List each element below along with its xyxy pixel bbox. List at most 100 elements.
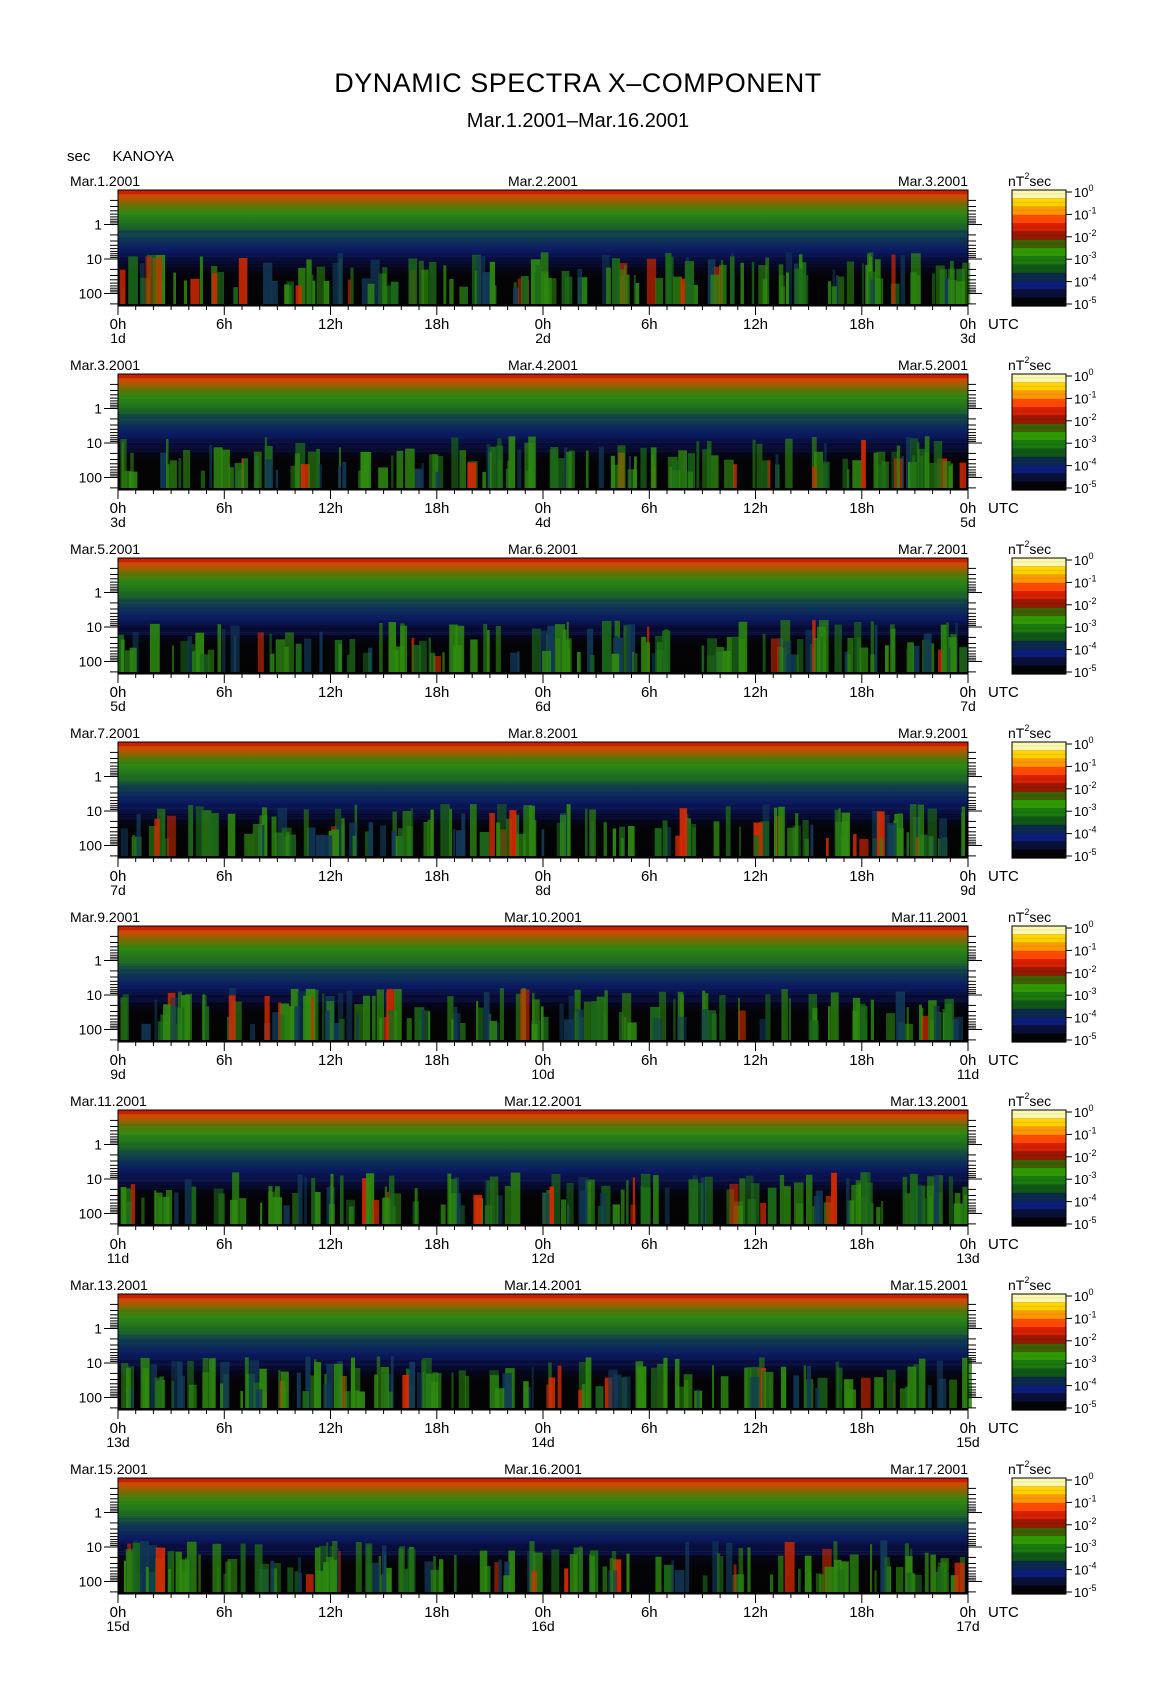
x-tick-label: 12h (318, 1420, 343, 1437)
y-axis-ticks (104, 1303, 982, 1409)
y-tick-label: 10 (86, 435, 102, 451)
colorbar-unit: nT2sec (1008, 907, 1051, 925)
day-label: 15d (956, 1434, 979, 1450)
colorbar-unit: nT2sec (1008, 539, 1051, 557)
colorbar: nT2sec 100 10-1 10-2 10-3 10-4 10-5 (1008, 723, 1096, 864)
x-tick-label: 6h (641, 1052, 658, 1069)
panel-right-date: Mar.5.2001 (898, 357, 968, 373)
y-tick-label: 1 (94, 401, 102, 417)
colorbar: nT2sec 100 10-1 10-2 10-3 10-4 10-5 (1008, 907, 1096, 1048)
y-tick-label: 100 (79, 654, 103, 670)
panel-left-date: Mar.7.2001 (70, 725, 140, 741)
y-axis-ticks (104, 1487, 982, 1593)
colorbar-unit: nT2sec (1008, 1459, 1051, 1477)
y-tick-label: 1 (94, 1321, 102, 1337)
x-tick-label: 0h (110, 868, 127, 885)
spectrogram-activity (120, 988, 963, 1040)
panel-right-date: Mar.13.2001 (890, 1093, 968, 1109)
panel-4: Mar.7.2001 Mar.8.2001 Mar.9.2001 1 10 100 0h 6h… (70, 723, 1096, 898)
x-tick-label: 18h (424, 1420, 449, 1437)
panel-8: Mar.15.2001 Mar.16.2001 Mar.17.2001 1 10 100 0… (70, 1459, 1096, 1634)
colorbar-tick-label: 10-2 (1074, 780, 1096, 797)
x-tick-label: 0h (110, 1420, 127, 1437)
day-label: 11d (107, 1250, 129, 1266)
day-label: 3d (110, 514, 126, 530)
colorbar-tick-label: 10-4 (1074, 457, 1096, 474)
x-tick-label: 18h (424, 500, 449, 517)
y-tick-label: 10 (86, 1539, 102, 1555)
x-tick-label: 12h (318, 868, 343, 885)
x-tick-label: 0h (110, 684, 127, 701)
y-axis-ticks (104, 751, 982, 857)
y-tick-label: 1 (94, 1137, 102, 1153)
panel-right-date: Mar.17.2001 (890, 1461, 968, 1477)
colorbar-tick-label: 10-5 (1074, 1215, 1096, 1232)
panel-2: Mar.3.2001 Mar.4.2001 Mar.5.2001 1 10 100 0h 6h… (70, 355, 1096, 530)
spectrogram-texture (118, 1124, 968, 1189)
y-tick-label: 1 (94, 217, 102, 233)
x-axis-ticks (117, 858, 969, 867)
colorbar-tick-label: 10-3 (1074, 1170, 1096, 1187)
colorbar-tick-label: 100 (1074, 1471, 1093, 1488)
x-tick-label: 18h (424, 1236, 449, 1253)
x-tick-label: 6h (216, 1420, 233, 1437)
panel-right-date: Mar.11.2001 (891, 909, 968, 925)
chart-title: DYNAMIC SPECTRA X–COMPONENT (334, 68, 822, 98)
x-tick-label: 6h (216, 1604, 233, 1621)
spectrogram-activity (120, 1172, 969, 1224)
x-axis-ticks (117, 490, 969, 499)
day-label: 16d (531, 1618, 554, 1634)
colorbar-tick-label: 10-2 (1074, 1332, 1096, 1349)
colorbar-tick-label: 10-2 (1074, 1516, 1096, 1533)
x-unit-label: UTC (988, 868, 1019, 885)
colorbar-unit: nT2sec (1008, 1091, 1051, 1109)
day-label: 7d (110, 882, 126, 898)
spectrogram-activity (119, 252, 971, 304)
colorbar: nT2sec 100 10-1 10-2 10-3 10-4 10-5 (1008, 171, 1096, 312)
x-tick-label: 0h (535, 1052, 552, 1069)
x-tick-label: 18h (849, 1236, 874, 1253)
day-label: 15d (106, 1618, 129, 1634)
colorbar-tick-label: 10-1 (1074, 1309, 1096, 1326)
y-tick-label: 10 (86, 1171, 102, 1187)
y-tick-label: 10 (86, 1355, 102, 1371)
y-tick-label: 100 (79, 838, 103, 854)
y-axis-ticks (104, 567, 982, 673)
panel-left-date: Mar.3.2001 (70, 357, 140, 373)
y-unit-label: sec (67, 148, 91, 165)
x-tick-label: 18h (849, 868, 874, 885)
panel-right-date: Mar.3.2001 (898, 173, 968, 189)
colorbar-tick-label: 10-4 (1074, 1561, 1096, 1578)
colorbar-tick-label: 10-4 (1074, 1193, 1096, 1210)
x-tick-label: 12h (318, 1052, 343, 1069)
y-tick-label: 100 (79, 286, 103, 302)
day-label: 5d (960, 514, 976, 530)
y-tick-label: 10 (86, 987, 102, 1003)
panel-7: Mar.13.2001 Mar.14.2001 Mar.15.2001 1 10 100 0… (70, 1275, 1096, 1450)
spectrogram-texture (118, 758, 968, 820)
x-tick-label: 18h (849, 1420, 874, 1437)
x-axis-ticks (117, 1042, 969, 1051)
colorbar-tick-label: 10-1 (1074, 1125, 1096, 1142)
x-axis-ticks (117, 1226, 969, 1235)
x-axis-ticks (117, 1594, 969, 1603)
day-label: 8d (535, 882, 551, 898)
colorbar-tick-label: 10-2 (1074, 596, 1096, 613)
colorbar-tick-label: 10-5 (1074, 479, 1096, 496)
x-tick-label: 6h (216, 684, 233, 701)
x-tick-label: 0h (110, 1052, 127, 1069)
y-tick-label: 1 (94, 585, 102, 601)
x-tick-label: 0h (960, 868, 977, 885)
day-label: 5d (110, 698, 126, 714)
y-tick-label: 100 (79, 1206, 103, 1222)
panel-5: Mar.9.2001 Mar.10.2001 Mar.11.2001 1 10 100 0h… (70, 907, 1096, 1082)
x-tick-label: 18h (849, 684, 874, 701)
day-label: 13d (106, 1434, 129, 1450)
colorbar-tick-label: 100 (1074, 551, 1093, 568)
panel-right-date: Mar.9.2001 (898, 725, 968, 741)
x-tick-label: 12h (318, 1236, 343, 1253)
colorbar-tick-label: 100 (1074, 1103, 1093, 1120)
x-tick-label: 6h (216, 868, 233, 885)
colorbar-tick-label: 10-1 (1074, 389, 1096, 406)
x-tick-label: 6h (216, 500, 233, 517)
